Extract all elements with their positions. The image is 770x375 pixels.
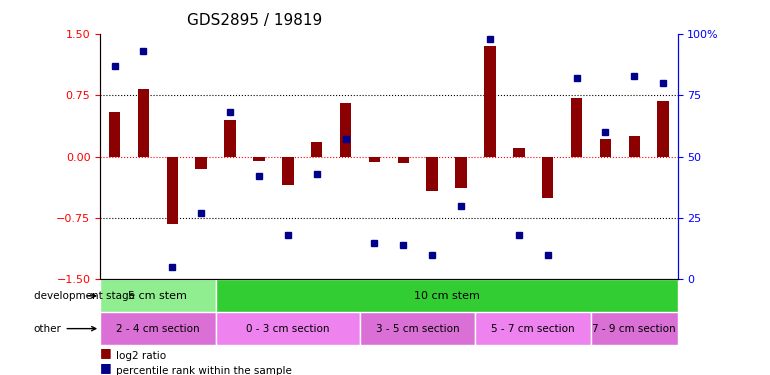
Text: ■: ■ — [100, 361, 112, 374]
Text: log2 ratio: log2 ratio — [116, 351, 166, 361]
Bar — [513, 148, 524, 157]
FancyBboxPatch shape — [360, 312, 476, 345]
Text: 5 cm stem: 5 cm stem — [129, 291, 187, 301]
Bar — [628, 136, 640, 157]
FancyBboxPatch shape — [591, 312, 678, 345]
Bar — [571, 98, 582, 157]
FancyBboxPatch shape — [216, 312, 360, 345]
FancyBboxPatch shape — [216, 279, 678, 312]
Bar — [340, 104, 351, 157]
Text: development stage: development stage — [34, 291, 135, 301]
Bar — [138, 90, 149, 157]
FancyBboxPatch shape — [100, 279, 216, 312]
Bar — [600, 139, 611, 157]
Bar — [224, 120, 236, 157]
Bar — [427, 157, 438, 191]
Bar — [542, 157, 554, 198]
Bar — [484, 46, 496, 157]
Bar — [282, 157, 293, 185]
Text: ■: ■ — [100, 346, 112, 359]
Bar — [253, 157, 265, 161]
Bar — [658, 101, 669, 157]
Text: GDS2895 / 19819: GDS2895 / 19819 — [187, 13, 322, 28]
Bar — [369, 157, 380, 162]
Text: 0 - 3 cm section: 0 - 3 cm section — [246, 324, 330, 334]
Bar — [311, 142, 323, 157]
Text: 5 - 7 cm section: 5 - 7 cm section — [491, 324, 575, 334]
Text: other: other — [34, 324, 95, 334]
Text: 2 - 4 cm section: 2 - 4 cm section — [116, 324, 199, 334]
Bar — [109, 112, 120, 157]
Bar — [397, 157, 409, 163]
Bar — [196, 157, 207, 169]
Text: 3 - 5 cm section: 3 - 5 cm section — [376, 324, 460, 334]
FancyBboxPatch shape — [100, 312, 216, 345]
Text: 10 cm stem: 10 cm stem — [413, 291, 480, 301]
Bar — [455, 157, 467, 188]
Bar — [166, 157, 178, 224]
Text: percentile rank within the sample: percentile rank within the sample — [116, 366, 291, 375]
FancyBboxPatch shape — [476, 312, 591, 345]
Text: 7 - 9 cm section: 7 - 9 cm section — [592, 324, 676, 334]
